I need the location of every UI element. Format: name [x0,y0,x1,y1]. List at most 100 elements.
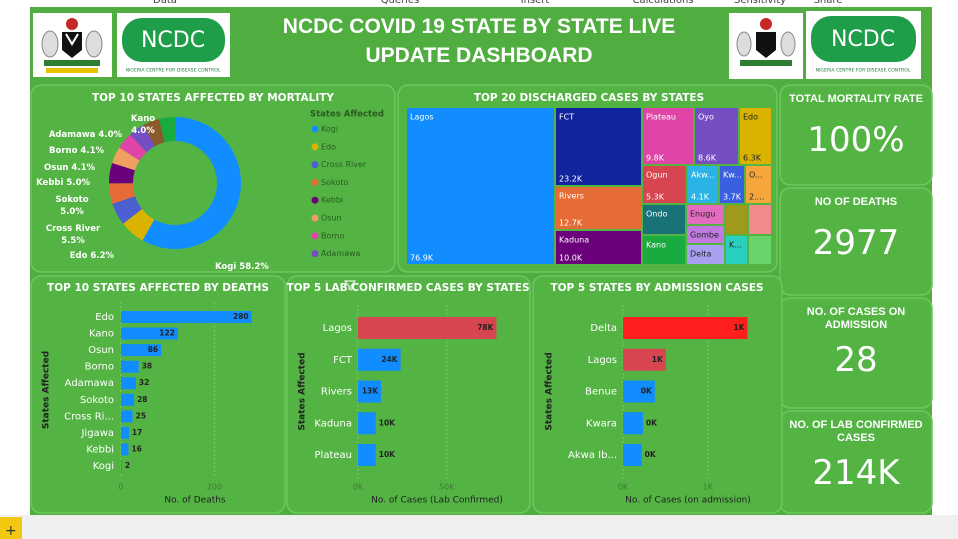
data-label: Cross River 5.5% [46,224,101,246]
data-label: 10K [379,418,396,427]
kpi-value: 214K [812,453,900,493]
legend-marker [311,178,319,186]
legend-marker [311,232,319,240]
treemap-cell [643,236,685,264]
treemap-cell [688,166,718,203]
coat-of-arms [33,13,112,77]
panel [779,187,933,296]
y-tick-label: Lagos [588,355,617,366]
treemap-cell [720,166,744,203]
x-tick-label: 200 [207,483,222,492]
chart-title: TOP 5 LAB CONFIRMED CASES BY STATES [286,282,529,294]
data-label: 0K [641,387,653,396]
add-page-button[interactable] [0,517,22,539]
y-tick-label: Sokoto [80,395,114,406]
kpi-card: TOTAL MORTALITY RATE 100% [781,85,931,185]
y-axis-label: States Affected [545,352,555,430]
treemap-cell [726,205,747,234]
legend-marker [311,125,319,133]
kpi-title: NO. OF CASES ON ADMISSION [806,306,906,331]
x-tick-label: 1K [702,483,713,492]
legend-marker [311,214,319,222]
y-axis-label: States Affected [42,351,52,429]
legend-marker [311,161,319,169]
legend-label: Adamawa [321,249,361,258]
ncdc-logo: NCDC NIGERIA CENTRE FOR DISEASE CONTROL [117,13,230,77]
ribbon-tab: Insert [521,0,550,6]
kpi-title: NO OF DEATHS [814,196,898,208]
bar [358,348,401,371]
logo-shape [811,16,916,62]
bar [623,444,642,466]
horse [736,31,752,57]
donut-slice [119,134,147,161]
cell-label: Gombe [690,231,719,240]
data-label: 16 [131,444,141,453]
bar [358,380,382,403]
bar [121,426,129,439]
data-label: Sokoto 5.0% [55,195,88,217]
cell-label: Plateau [646,113,676,122]
y-tick-label: Kaduna [314,418,352,429]
ribbon-tab: Calculations [633,0,694,6]
donut-slice [130,124,155,153]
base [740,60,792,66]
bar [121,344,162,357]
treemap-cell [740,108,771,164]
cell-label: Kano [646,241,666,250]
y-tick-label: Adamawa [65,378,114,389]
data-label: Borno 4.1% [49,146,104,156]
filter-icon[interactable] [343,280,357,291]
cell-value: 8.6K [698,154,717,163]
bar [358,317,497,339]
treemap-cell [687,205,724,224]
ribbon-tab: Sensitivity [734,0,786,6]
legend-label: Kebbi [321,196,343,205]
cell-label: Rivers [559,192,584,201]
data-label: 0K [646,418,658,427]
label-name: Sokoto [55,195,88,205]
cell-label: FCT [559,113,574,122]
cell-value: 76.9K [410,254,434,263]
data-label: 25 [136,411,146,420]
ncdc-logo: NCDC NIGERIA CENTRE FOR DISEASE CONTROL [806,11,921,79]
y-tick-label: Akwa Ib... [568,450,617,461]
y-tick-label: Osun [88,345,114,356]
x-tick-label: 0K [353,483,364,492]
data-label: 86 [148,345,158,354]
y-tick-label: Kebbi [86,444,114,455]
bar [121,393,135,406]
panel [30,275,286,514]
cell-label: Oyo [698,113,714,122]
donut-slice [112,196,142,224]
data-label: 2 [125,461,130,470]
label-value: 58.2% [239,262,269,272]
cell-value: 3.7K [723,193,742,202]
add-icon[interactable]: + [5,523,17,539]
panel [779,84,933,186]
treemap-cell [407,108,554,264]
data-label: 28 [137,395,147,404]
y-tick-label: Rivers [321,387,352,398]
cell-value: 6.3K [743,154,762,163]
donut-slice [142,117,242,249]
label-name: Osun [44,163,68,173]
cell-value: 5.3K [646,193,665,202]
donut-slice [109,183,136,204]
y-tick-label: Kogi [93,461,114,472]
y-tick-label: Delta [590,323,617,334]
bar [358,412,376,435]
data-label: 122 [159,329,175,338]
cell-label: Enugu [690,210,715,219]
data-label: 1K [733,323,745,332]
donut-slice [112,147,140,171]
x-tick-label: 50K [439,483,455,492]
x-axis-label: No. of Cases (Lab Confirmed) [371,496,503,506]
bar [121,410,133,423]
cell-label: Delta [690,250,711,259]
data-label: Adamawa 4.0% [49,130,123,140]
page-tab-bar [0,515,958,539]
bar [623,380,655,403]
